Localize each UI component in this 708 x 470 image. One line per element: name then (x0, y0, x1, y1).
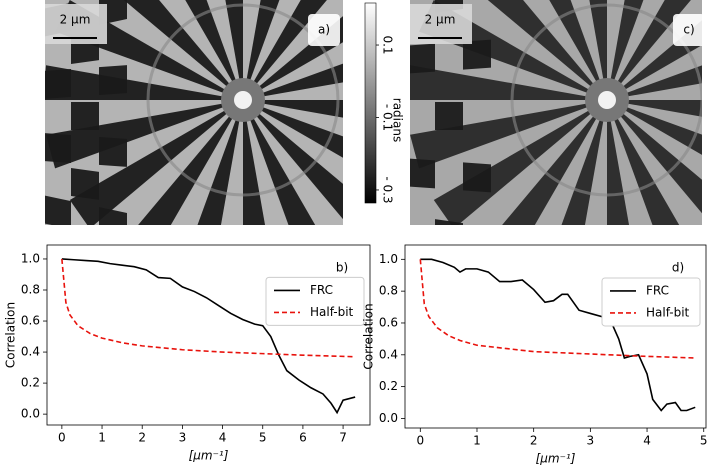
panel-label: a) (318, 23, 330, 37)
pattern-block (435, 339, 463, 375)
x-tick-label: 2 (138, 431, 146, 445)
star-outer (510, 3, 702, 197)
pattern-block (407, 273, 435, 307)
image-c: 2 μm c) (407, 0, 702, 375)
x-axis-label: [μm⁻¹] (536, 452, 576, 466)
legend (601, 277, 701, 327)
pattern-block (45, 195, 71, 225)
star-wedge (197, 100, 243, 225)
colorbar-tick-label: 0.1 (381, 35, 395, 54)
image-a: 2 μm a) (45, 0, 343, 270)
x-tick-label: 7 (339, 431, 347, 445)
star-wedge (607, 65, 702, 100)
x-tick-label: 1 (98, 431, 106, 445)
star-wedge (225, 0, 243, 100)
pattern-block (435, 102, 463, 130)
star-wedge (410, 100, 607, 169)
star-center (598, 91, 616, 109)
y-axis-label: Correlation (4, 302, 18, 368)
x-tick-label: 1 (473, 434, 481, 448)
y-tick-label: 0.2 (379, 379, 398, 393)
star-wedge (46, 100, 243, 169)
y-tick-label: 0.0 (21, 407, 40, 421)
star-wedge (607, 100, 702, 117)
y-tick-label: 0.8 (379, 284, 398, 298)
y-axis-label: Correlation (362, 303, 376, 369)
x-tick-label: 0 (58, 431, 66, 445)
legend-label: FRC (646, 283, 669, 297)
x-tick-label: 5 (259, 431, 267, 445)
star-wedge (243, 63, 343, 100)
y-tick-label: 0.4 (379, 347, 398, 361)
star-wedge (243, 100, 343, 118)
pattern-block (71, 102, 99, 130)
colorbar-label: radians (391, 98, 405, 142)
y-tick-label: 0.8 (21, 283, 40, 297)
colorbar (364, 2, 377, 204)
x-axis-label: [μm⁻¹] (189, 449, 229, 463)
line-series (420, 258, 696, 412)
colorbar-tick-label: - 0.1 (381, 104, 395, 131)
star-outer (146, 3, 340, 197)
y-tick-label: 1.0 (379, 252, 398, 266)
x-tick-label: 6 (299, 431, 307, 445)
panel-label: b) (336, 261, 348, 275)
y-tick-label: 1.0 (21, 251, 40, 265)
pattern-block (410, 158, 435, 189)
star-wedge (549, 0, 607, 100)
star-wedge (607, 0, 691, 100)
pattern-block (463, 284, 491, 318)
pattern-block (71, 234, 99, 270)
scale-bar-label: 2 μm (60, 13, 91, 27)
x-tick-label: 0 (416, 434, 424, 448)
panel-label: d) (672, 261, 684, 275)
star-wedge (589, 0, 607, 100)
panel-label: c) (683, 23, 694, 37)
legend (265, 276, 365, 326)
y-tick-label: 0.6 (379, 315, 398, 329)
scale-bar-label: 2 μm (425, 13, 456, 27)
y-tick-label: 0.4 (21, 345, 40, 359)
line-series (61, 258, 356, 358)
axes-frame (404, 244, 707, 429)
star-wedge (243, 0, 280, 100)
star-center (234, 91, 252, 109)
star-wedge (185, 0, 243, 100)
star-wedge (69, 100, 243, 225)
line-series (419, 259, 696, 359)
star-wedge (243, 100, 343, 220)
star-wedge (433, 100, 607, 225)
axes-frame (46, 244, 371, 426)
legend-label: Half-bit (310, 305, 354, 319)
legend-label: Half-bit (646, 305, 690, 319)
panel-label-box (673, 14, 702, 46)
star-wedge (607, 100, 680, 225)
x-tick-label: 3 (179, 431, 187, 445)
x-tick-label: 5 (700, 434, 708, 448)
x-tick-label: 2 (530, 434, 538, 448)
x-tick-label: 4 (219, 431, 227, 445)
x-tick-label: 3 (587, 434, 595, 448)
star-wedge (561, 100, 607, 225)
line-series (61, 258, 356, 415)
star-wedge (45, 65, 243, 100)
y-tick-label: 0.6 (21, 314, 40, 328)
colorbar-tick-label: - 0.3 (381, 176, 395, 203)
star-wedge (410, 65, 607, 100)
y-tick-label: 0.0 (379, 411, 398, 425)
panel-label-box (308, 14, 340, 46)
star-wedge (607, 0, 644, 100)
y-tick-label: 0.2 (21, 376, 40, 390)
legend-label: FRC (310, 283, 333, 297)
pattern-block (99, 207, 127, 225)
x-tick-label: 4 (643, 434, 651, 448)
